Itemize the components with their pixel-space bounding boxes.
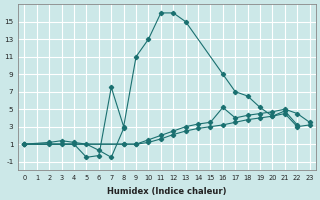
X-axis label: Humidex (Indice chaleur): Humidex (Indice chaleur) (107, 187, 227, 196)
